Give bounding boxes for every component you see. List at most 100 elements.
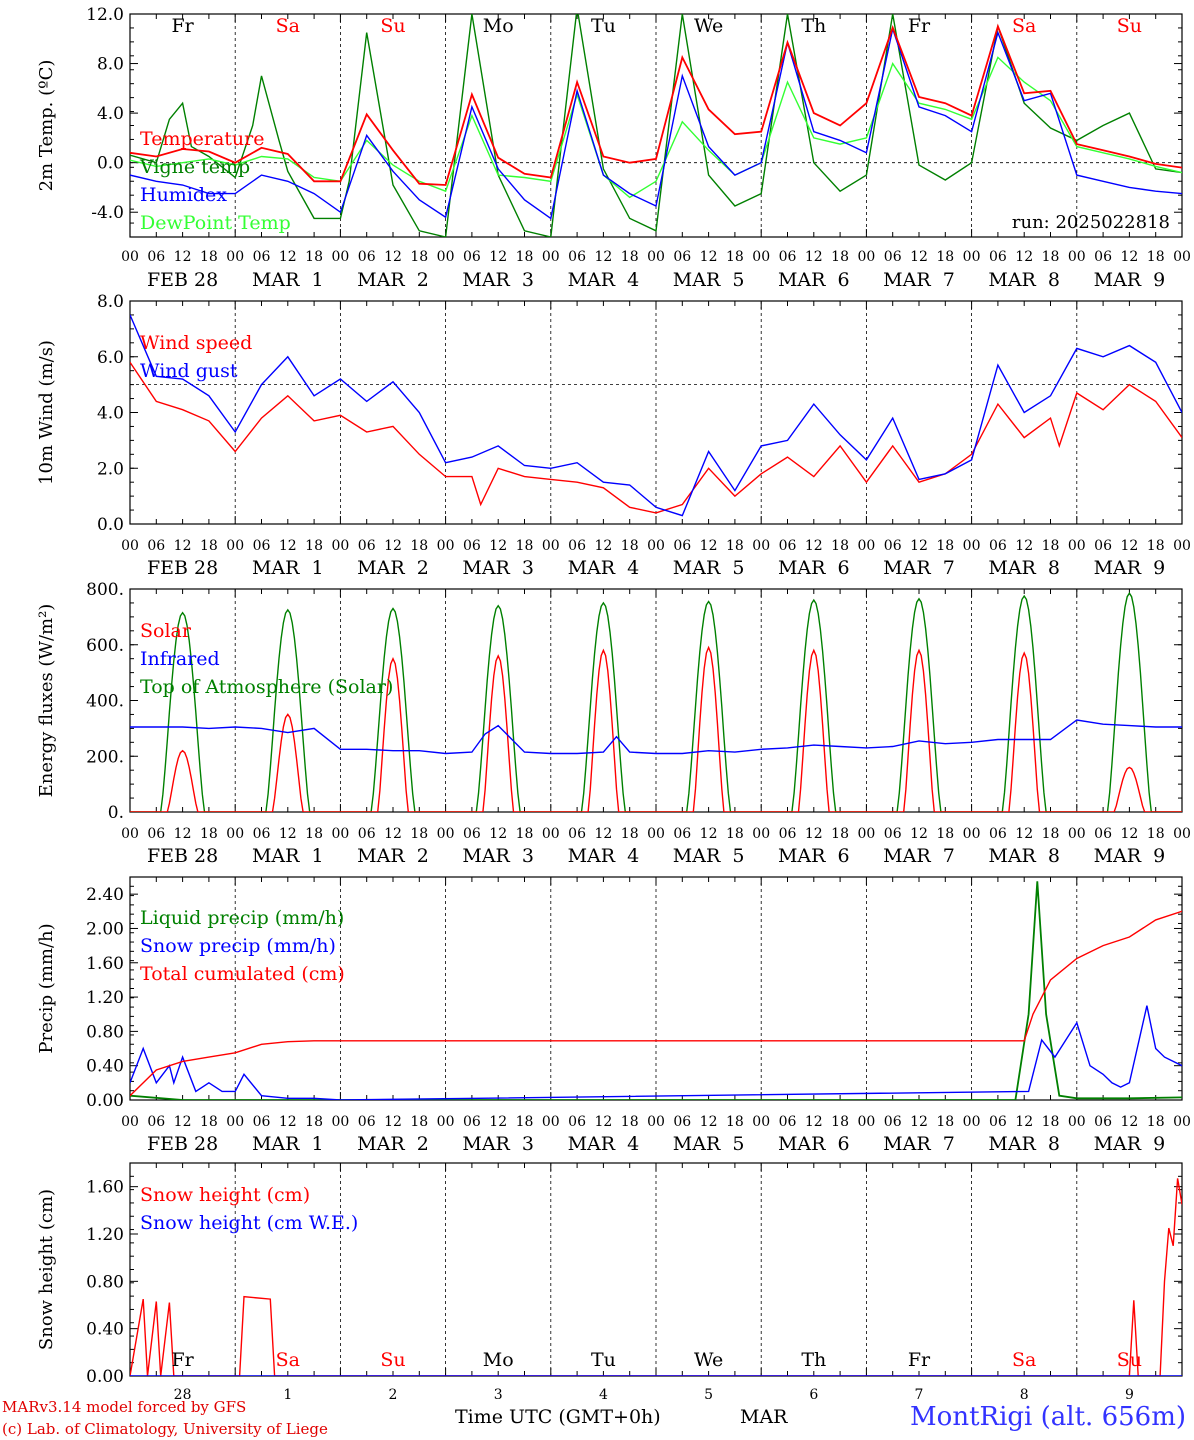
- y-tick-label: 4.0: [97, 404, 124, 424]
- y-tick-label: 0.00: [86, 1091, 124, 1111]
- hour-tick-label: 12: [594, 1114, 612, 1130]
- y-tick-label: 4.0: [97, 104, 124, 124]
- date-label: MAR 1: [252, 269, 324, 291]
- date-label: MAR 8: [988, 269, 1060, 291]
- hour-tick-label: 12: [489, 249, 507, 265]
- hour-tick-label: 12: [700, 826, 718, 842]
- legend-entry: Snow height (cm): [140, 1184, 310, 1206]
- hour-tick-label: 18: [305, 249, 323, 265]
- hour-tick-label: 06: [358, 1114, 376, 1130]
- hour-tick-label: 00: [121, 538, 139, 554]
- hour-tick-label: 06: [358, 826, 376, 842]
- y-tick-label: 8.0: [97, 55, 124, 75]
- date-label: MAR 5: [673, 1133, 745, 1155]
- hour-tick-label: 00: [542, 1114, 560, 1130]
- date-label: MAR 8: [988, 557, 1060, 579]
- hour-tick-label: 00: [437, 826, 455, 842]
- hour-tick-label: 06: [568, 826, 586, 842]
- hour-tick-label: 00: [121, 826, 139, 842]
- y-tick-label: 0.0: [97, 515, 124, 535]
- date-label: MAR 1: [252, 845, 324, 867]
- hour-tick-label: 00: [121, 1114, 139, 1130]
- weekday-label: Fr: [908, 1349, 931, 1371]
- hour-tick-label: 06: [253, 826, 271, 842]
- hour-tick-label: 06: [884, 1114, 902, 1130]
- date-label: MAR 1: [252, 557, 324, 579]
- hour-tick-label: 06: [147, 826, 165, 842]
- legend-entry: Snow precip (mm/h): [140, 935, 336, 957]
- date-label: MAR 6: [778, 269, 850, 291]
- hour-tick-label: 00: [226, 538, 244, 554]
- hour-tick-label: 06: [568, 249, 586, 265]
- date-label: MAR 7: [883, 269, 955, 291]
- y-tick-label: 0.: [108, 803, 124, 823]
- hour-tick-label: 12: [174, 1114, 192, 1130]
- hour-tick-label: 18: [726, 1114, 744, 1130]
- y-tick-label: 6.0: [97, 348, 124, 368]
- date-label: MAR 6: [778, 557, 850, 579]
- hour-tick-label: 12: [1120, 538, 1138, 554]
- hour-tick-label: 06: [147, 1114, 165, 1130]
- date-label: MAR 8: [988, 845, 1060, 867]
- hour-tick-label: 00: [226, 1114, 244, 1130]
- hour-tick-label: 18: [831, 538, 849, 554]
- hour-tick-label: 00: [1173, 249, 1191, 265]
- weekday-label: Sa: [276, 15, 300, 37]
- legend-entry: Humidex: [140, 184, 227, 206]
- hour-tick-label: 06: [673, 826, 691, 842]
- weekday-label: We: [694, 1349, 723, 1371]
- y-tick-label: 2.00: [86, 919, 124, 939]
- panel-1: 12.0 8.0 4.0 0.0 -4.0 2m Temp. (ºC) Temperatur…: [36, 5, 1191, 291]
- hour-tick-label: 00: [963, 826, 981, 842]
- hour-tick-label: 12: [279, 826, 297, 842]
- hour-tick-label: 12: [384, 826, 402, 842]
- y-axis-label: 2m Temp. (ºC): [36, 60, 57, 192]
- y-tick-label: 1.20: [86, 1225, 124, 1245]
- y-axis-label: Energy fluxes (W/m²): [36, 604, 57, 798]
- hour-tick-label: 06: [253, 249, 271, 265]
- date-label: MAR 4: [568, 269, 640, 291]
- hour-tick-label: 12: [174, 249, 192, 265]
- series-line-infrared: [130, 719, 1182, 755]
- hour-tick-label: 12: [910, 1114, 928, 1130]
- hour-tick-label: 18: [305, 538, 323, 554]
- hour-tick-label: 12: [174, 538, 192, 554]
- legend-entry: Vigne temp: [139, 156, 250, 178]
- hour-tick-label: 18: [831, 249, 849, 265]
- y-tick-label: 800.: [86, 580, 124, 600]
- hour-tick-label: 12: [805, 249, 823, 265]
- hour-tick-label: 12: [1015, 1114, 1033, 1130]
- date-label: MAR 4: [568, 845, 640, 867]
- date-label: MAR 4: [568, 1133, 640, 1155]
- hour-tick-label: 06: [253, 538, 271, 554]
- hour-tick-label: 00: [647, 249, 665, 265]
- hour-tick-label: 00: [752, 1114, 770, 1130]
- hour-tick-label: 00: [1173, 826, 1191, 842]
- hour-tick-label: 06: [1094, 538, 1112, 554]
- hour-tick-label: 12: [1015, 538, 1033, 554]
- day-number: 6: [809, 1387, 818, 1403]
- hour-tick-label: 06: [779, 1114, 797, 1130]
- hour-tick-label: 00: [542, 826, 560, 842]
- hour-tick-label: 12: [174, 826, 192, 842]
- y-tick-label: 0.80: [86, 1272, 124, 1292]
- weekday-label: Fr: [171, 15, 194, 37]
- hour-tick-label: 18: [1147, 249, 1165, 265]
- hour-tick-label: 18: [516, 1114, 534, 1130]
- hour-tick-label: 06: [463, 249, 481, 265]
- legend-entry: Solar: [140, 620, 192, 642]
- weekday-label: Tu: [591, 1349, 616, 1371]
- y-tick-label: 1.60: [86, 1178, 124, 1198]
- hour-tick-label: 00: [1173, 1114, 1191, 1130]
- hour-tick-label: 06: [1094, 1114, 1112, 1130]
- series-line-total-cumulated-cm-: [130, 910, 1182, 1097]
- hour-tick-label: 00: [331, 249, 349, 265]
- y-tick-label: 1.20: [86, 988, 124, 1008]
- date-label: MAR 8: [988, 1133, 1060, 1155]
- hour-tick-label: 18: [305, 1114, 323, 1130]
- date-label: MAR 6: [778, 1133, 850, 1155]
- hour-tick-label: 12: [1015, 826, 1033, 842]
- hour-tick-label: 06: [779, 249, 797, 265]
- y-tick-label: 0.40: [86, 1057, 124, 1077]
- hour-tick-label: 06: [673, 538, 691, 554]
